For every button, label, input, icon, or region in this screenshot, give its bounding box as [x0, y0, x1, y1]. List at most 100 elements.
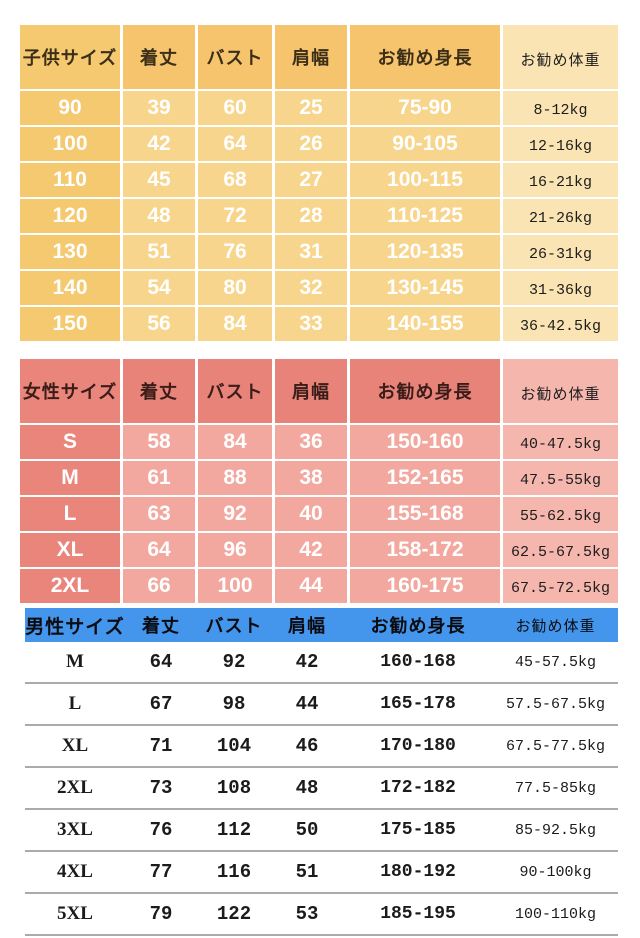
men-row-XL-height-range-cell: 170-180 — [343, 726, 493, 768]
women-header-size: 女性サイズ — [20, 359, 120, 423]
men-row-5XL-weight-range-cell: 100-110kg — [493, 894, 618, 936]
women-row-M-weight-range-cell: 47.5-55kg — [503, 461, 618, 495]
womens-size-table: 女性サイズ 着丈 バスト 肩幅 お勧め身長 お勧め体重 S 58 84 36 150-160 40-4… — [20, 359, 618, 603]
men-row-M-bust-cell: 92 — [197, 642, 271, 684]
kids-row-90-shoulder-cell: 25 — [275, 91, 347, 125]
women-row-XL-height-range-cell: 158-172 — [350, 533, 500, 567]
kids-row-120-size-cell: 120 — [20, 199, 120, 233]
men-row-2XL-length-cell: 73 — [125, 768, 197, 810]
kids-row-150-bust-cell: 84 — [198, 307, 272, 341]
men-row-5XL-length-cell: 79 — [125, 894, 197, 936]
kids-row-140-size-cell: 140 — [20, 271, 120, 305]
women-row-M-height-range-cell: 152-165 — [350, 461, 500, 495]
women-header-height-range: お勧め身長 — [350, 359, 500, 423]
kids-row-100-bust-cell: 64 — [198, 127, 272, 161]
men-row-4XL-weight-range-cell: 90-100kg — [493, 852, 618, 894]
women-row-M-length-cell: 61 — [123, 461, 195, 495]
women-row-S-length-cell: 58 — [123, 425, 195, 459]
kids-row-100-shoulder-cell: 26 — [275, 127, 347, 161]
kids-header-shoulder: 肩幅 — [275, 25, 347, 89]
kids-row-110-length-cell: 45 — [123, 163, 195, 197]
kids-row-110-weight-range-cell: 16-21kg — [503, 163, 618, 197]
kids-header-weight-range: お勧め体重 — [503, 25, 618, 89]
men-header-weight-range: お勧め体重 — [493, 608, 618, 642]
men-row-M-height-range-cell: 160-168 — [343, 642, 493, 684]
men-header-bust: バスト — [197, 608, 271, 642]
kids-header-bust: バスト — [198, 25, 272, 89]
men-header-height-range: お勧め身長 — [343, 608, 493, 642]
men-row-4XL-shoulder-cell: 51 — [271, 852, 343, 894]
kids-row-150-length-cell: 56 — [123, 307, 195, 341]
kids-row-110-bust-cell: 68 — [198, 163, 272, 197]
kids-row-130-size-cell: 130 — [20, 235, 120, 269]
women-row-XL-bust-cell: 96 — [198, 533, 272, 567]
women-row-XL-weight-range-cell: 62.5-67.5kg — [503, 533, 618, 567]
men-row-M-size-cell: M — [25, 642, 125, 684]
women-row-S-shoulder-cell: 36 — [275, 425, 347, 459]
men-header-size: 男性サイズ — [25, 608, 125, 642]
women-row-S-weight-range-cell: 40-47.5kg — [503, 425, 618, 459]
women-row-L-shoulder-cell: 40 — [275, 497, 347, 531]
kids-row-130-length-cell: 51 — [123, 235, 195, 269]
kids-row-140-weight-range-cell: 31-36kg — [503, 271, 618, 305]
women-row-M-size-cell: M — [20, 461, 120, 495]
men-row-3XL-shoulder-cell: 50 — [271, 810, 343, 852]
kids-row-140-height-range-cell: 130-145 — [350, 271, 500, 305]
men-row-M-weight-range-cell: 45-57.5kg — [493, 642, 618, 684]
men-row-L-bust-cell: 98 — [197, 684, 271, 726]
kids-row-120-weight-range-cell: 21-26kg — [503, 199, 618, 233]
kids-row-110-shoulder-cell: 27 — [275, 163, 347, 197]
kids-row-120-length-cell: 48 — [123, 199, 195, 233]
men-row-4XL-height-range-cell: 180-192 — [343, 852, 493, 894]
kids-header-size: 子供サイズ — [20, 25, 120, 89]
kids-row-130-shoulder-cell: 31 — [275, 235, 347, 269]
men-row-2XL-height-range-cell: 172-182 — [343, 768, 493, 810]
kids-row-110-size-cell: 110 — [20, 163, 120, 197]
women-row-2XL-bust-cell: 100 — [198, 569, 272, 603]
men-row-5XL-size-cell: 5XL — [25, 894, 125, 936]
men-header-length: 着丈 — [125, 608, 197, 642]
men-row-L-length-cell: 67 — [125, 684, 197, 726]
women-header-bust: バスト — [198, 359, 272, 423]
kids-row-140-bust-cell: 80 — [198, 271, 272, 305]
women-row-M-bust-cell: 88 — [198, 461, 272, 495]
men-row-2XL-bust-cell: 108 — [197, 768, 271, 810]
kids-row-150-size-cell: 150 — [20, 307, 120, 341]
women-row-2XL-weight-range-cell: 67.5-72.5kg — [503, 569, 618, 603]
women-row-L-length-cell: 63 — [123, 497, 195, 531]
kids-row-150-weight-range-cell: 36-42.5kg — [503, 307, 618, 341]
men-row-2XL-weight-range-cell: 77.5-85kg — [493, 768, 618, 810]
kids-row-90-length-cell: 39 — [123, 91, 195, 125]
women-row-XL-shoulder-cell: 42 — [275, 533, 347, 567]
men-row-3XL-size-cell: 3XL — [25, 810, 125, 852]
men-row-5XL-shoulder-cell: 53 — [271, 894, 343, 936]
kids-row-120-shoulder-cell: 28 — [275, 199, 347, 233]
women-row-S-size-cell: S — [20, 425, 120, 459]
men-row-XL-shoulder-cell: 46 — [271, 726, 343, 768]
men-row-2XL-shoulder-cell: 48 — [271, 768, 343, 810]
women-row-XL-length-cell: 64 — [123, 533, 195, 567]
kids-row-140-length-cell: 54 — [123, 271, 195, 305]
kids-row-100-weight-range-cell: 12-16kg — [503, 127, 618, 161]
men-row-3XL-height-range-cell: 175-185 — [343, 810, 493, 852]
women-row-L-height-range-cell: 155-168 — [350, 497, 500, 531]
kids-row-90-bust-cell: 60 — [198, 91, 272, 125]
women-row-S-bust-cell: 84 — [198, 425, 272, 459]
kids-row-90-height-range-cell: 75-90 — [350, 91, 500, 125]
men-header-shoulder: 肩幅 — [271, 608, 343, 642]
men-row-3XL-length-cell: 76 — [125, 810, 197, 852]
kids-row-100-size-cell: 100 — [20, 127, 120, 161]
kids-row-100-height-range-cell: 90-105 — [350, 127, 500, 161]
men-row-3XL-weight-range-cell: 85-92.5kg — [493, 810, 618, 852]
kids-row-150-height-range-cell: 140-155 — [350, 307, 500, 341]
men-row-L-size-cell: L — [25, 684, 125, 726]
men-row-2XL-size-cell: 2XL — [25, 768, 125, 810]
women-row-2XL-height-range-cell: 160-175 — [350, 569, 500, 603]
men-row-3XL-bust-cell: 112 — [197, 810, 271, 852]
men-row-4XL-size-cell: 4XL — [25, 852, 125, 894]
kids-row-140-shoulder-cell: 32 — [275, 271, 347, 305]
men-row-L-shoulder-cell: 44 — [271, 684, 343, 726]
kids-row-90-weight-range-cell: 8-12kg — [503, 91, 618, 125]
men-row-XL-size-cell: XL — [25, 726, 125, 768]
women-header-length: 着丈 — [123, 359, 195, 423]
